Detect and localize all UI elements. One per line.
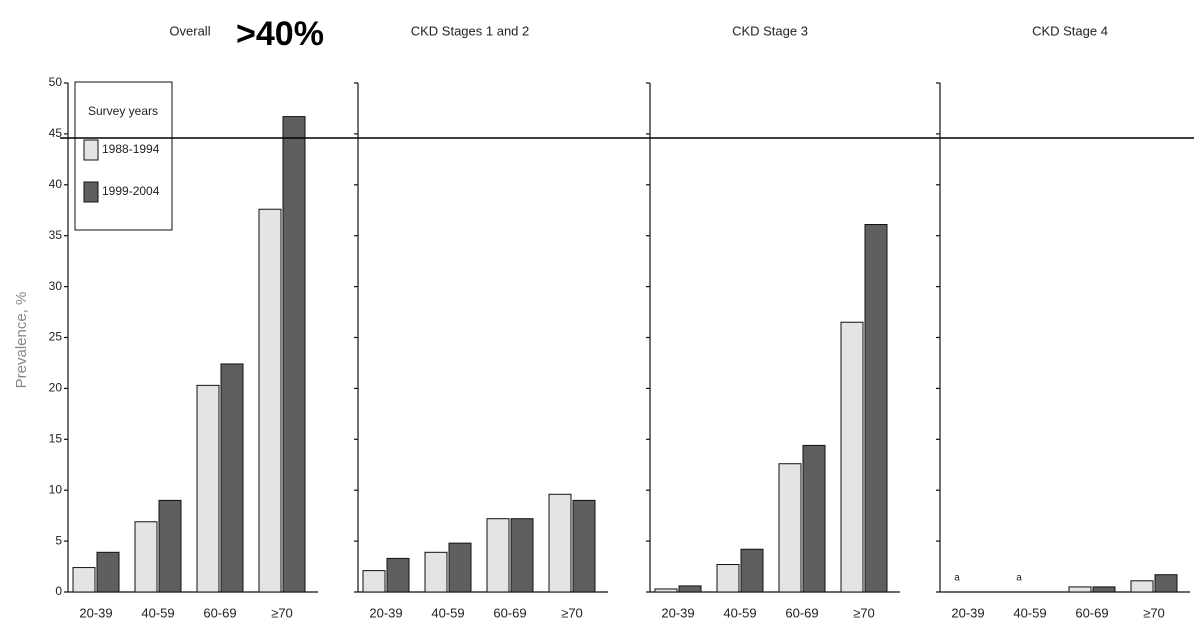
bar <box>840 321 864 593</box>
x-tick-label: 20-39 <box>369 605 402 620</box>
x-tick-label: 60-69 <box>1075 605 1108 620</box>
bar <box>282 116 306 593</box>
legend-label: 1999-2004 <box>102 184 160 198</box>
legend-title: Survey years <box>88 104 158 118</box>
y-tick-label: 15 <box>49 431 63 445</box>
y-tick-label: 0 <box>55 584 62 598</box>
bar <box>716 564 740 593</box>
bar <box>1154 574 1178 593</box>
legend-swatch <box>83 181 99 203</box>
x-tick-label: 60-69 <box>493 605 526 620</box>
x-tick-label: 60-69 <box>785 605 818 620</box>
bar <box>96 551 120 593</box>
y-tick-label: 45 <box>49 126 63 140</box>
bar <box>196 384 220 593</box>
x-tick-label: 20-39 <box>79 605 112 620</box>
bar <box>1092 586 1116 593</box>
bar <box>678 585 702 593</box>
x-tick-label: ≥70 <box>1143 605 1165 620</box>
bar <box>362 570 386 593</box>
footnote-mark: a <box>954 573 960 584</box>
chart-title: CKD Stages 1 and 2 <box>411 23 530 38</box>
bar <box>448 542 472 593</box>
y-tick-label: 25 <box>49 330 63 344</box>
bar <box>1068 586 1092 593</box>
annotation: >40% <box>236 15 324 53</box>
x-tick-label: ≥70 <box>271 605 293 620</box>
bar <box>778 463 802 593</box>
x-tick-label: 20-39 <box>951 605 984 620</box>
bar <box>158 499 182 593</box>
chart-title: CKD Stage 3 <box>732 23 808 38</box>
bar <box>72 567 96 593</box>
x-tick-label: 40-59 <box>723 605 756 620</box>
x-tick-label: ≥70 <box>853 605 875 620</box>
chart-title: CKD Stage 4 <box>1032 23 1108 38</box>
legend-label: 1988-1994 <box>102 142 160 156</box>
bar <box>654 588 678 593</box>
y-axis-label: Prevalence, % <box>13 292 30 389</box>
legend-swatch <box>83 139 99 161</box>
bar <box>486 518 510 593</box>
bar <box>510 518 534 593</box>
y-tick-label: 30 <box>49 279 63 293</box>
bar <box>740 548 764 593</box>
y-tick-label: 20 <box>49 381 63 395</box>
x-tick-label: 60-69 <box>203 605 236 620</box>
x-tick-label: 40-59 <box>141 605 174 620</box>
bar <box>572 499 596 593</box>
y-tick-label: 10 <box>49 482 63 496</box>
bar <box>424 551 448 593</box>
x-tick-label: ≥70 <box>561 605 583 620</box>
bar <box>1130 580 1154 593</box>
bar <box>864 224 888 593</box>
y-tick-label: 5 <box>55 533 62 547</box>
bar <box>802 444 826 593</box>
y-tick-label: 40 <box>49 177 63 191</box>
x-tick-label: 20-39 <box>661 605 694 620</box>
bar <box>220 363 244 593</box>
bar <box>258 208 282 593</box>
x-tick-label: 40-59 <box>1013 605 1046 620</box>
bar <box>386 557 410 593</box>
bar <box>134 521 158 593</box>
chart-title: Overall <box>169 23 210 38</box>
y-tick-label: 50 <box>49 75 63 89</box>
bar <box>548 493 572 593</box>
y-tick-label: 35 <box>49 228 63 242</box>
x-tick-label: 40-59 <box>431 605 464 620</box>
footnote-mark: a <box>1016 573 1022 584</box>
